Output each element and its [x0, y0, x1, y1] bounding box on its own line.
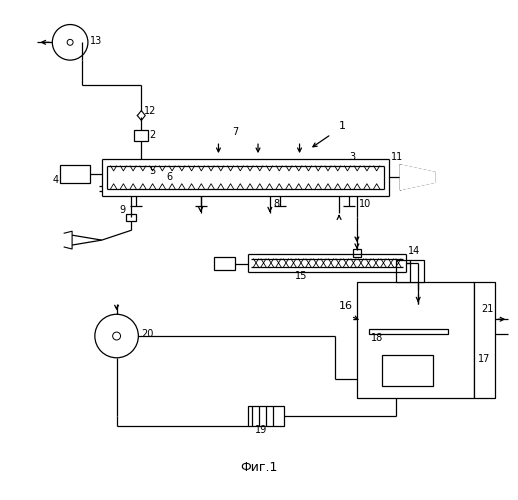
Text: 19: 19 [255, 425, 267, 435]
Text: 9: 9 [120, 206, 126, 216]
Bar [396, 260, 424, 281]
Text: 18: 18 [371, 333, 383, 343]
Text: 11: 11 [391, 152, 403, 162]
Bar [473, 282, 495, 399]
Text: 6: 6 [166, 172, 172, 182]
Text: 15: 15 [295, 270, 307, 280]
Text: 2: 2 [149, 130, 155, 140]
Bar [60, 165, 90, 183]
Text: 20: 20 [141, 329, 154, 339]
Text: 5: 5 [149, 166, 155, 176]
Circle shape [95, 314, 138, 358]
Bar [126, 214, 136, 222]
Text: 16: 16 [339, 302, 353, 312]
Text: 10: 10 [359, 200, 371, 209]
Bar [248, 406, 284, 426]
Text: 21: 21 [482, 304, 494, 314]
Text: 7: 7 [232, 128, 239, 138]
Text: 4: 4 [52, 174, 59, 184]
Text: Фиг.1: Фиг.1 [240, 461, 278, 474]
Bar [213, 257, 235, 270]
Text: 1: 1 [339, 122, 346, 132]
Text: 8: 8 [274, 200, 280, 209]
Bar [134, 130, 148, 141]
Bar [369, 329, 448, 334]
Bar [382, 355, 433, 386]
Polygon shape [400, 165, 435, 190]
Bar [414, 286, 422, 294]
Bar [357, 282, 473, 399]
Text: 13: 13 [90, 36, 102, 46]
Text: 14: 14 [408, 246, 421, 256]
Text: 3: 3 [349, 152, 355, 162]
Text: 17: 17 [478, 354, 490, 364]
Circle shape [112, 332, 121, 340]
Circle shape [67, 40, 73, 46]
Text: 12: 12 [145, 106, 156, 117]
Bar [353, 249, 361, 257]
Circle shape [52, 24, 88, 60]
